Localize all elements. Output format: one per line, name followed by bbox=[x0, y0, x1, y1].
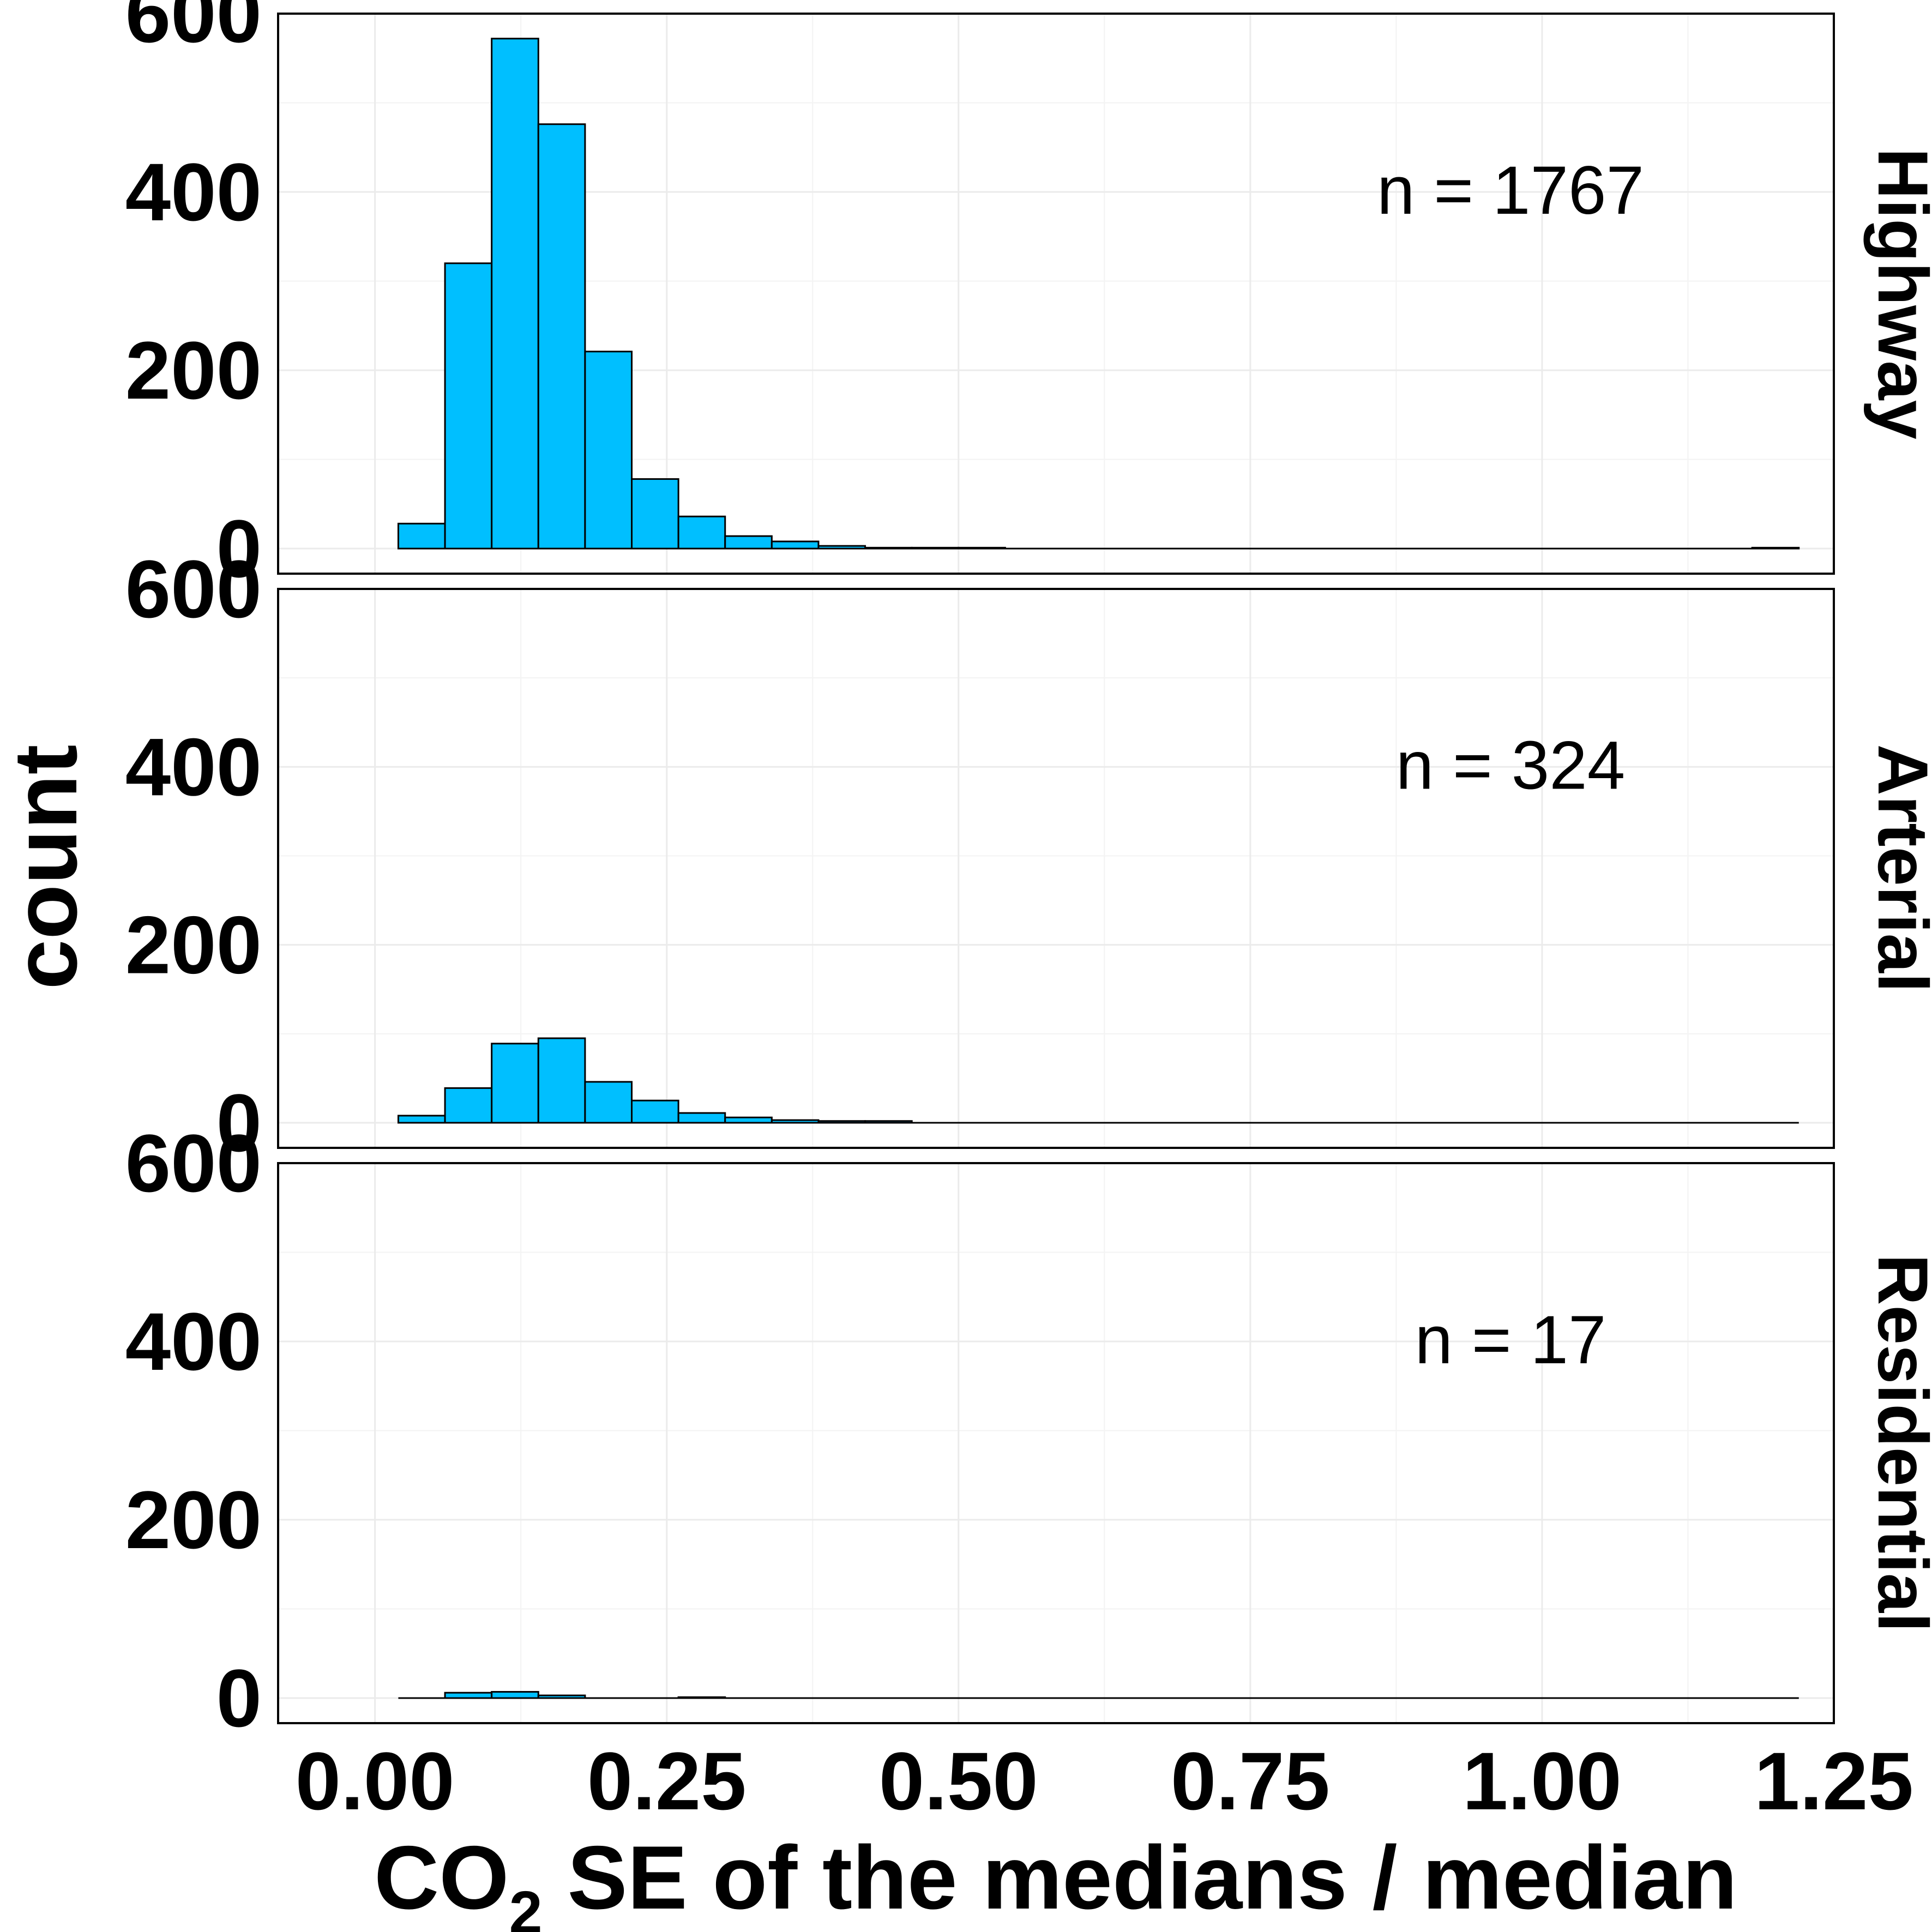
histogram-bar bbox=[444, 1087, 493, 1124]
facet-strip-label: Arterial bbox=[1863, 744, 1932, 992]
y-tick-label: 200 bbox=[125, 1474, 262, 1566]
y-axis-title: count bbox=[0, 744, 95, 989]
histogram-bar bbox=[771, 540, 820, 550]
y-tick-label: 0 bbox=[216, 1652, 262, 1744]
x-tick-label: 0.50 bbox=[879, 1735, 1038, 1827]
x-axis-title: CO2 SE of the medians / median bbox=[374, 1827, 1737, 1932]
histogram-bar bbox=[584, 351, 633, 550]
x-tick-label: 0.25 bbox=[587, 1735, 747, 1827]
x-tick-label: 0.00 bbox=[296, 1735, 455, 1827]
histogram-bar bbox=[491, 38, 539, 550]
histogram-bar bbox=[397, 522, 446, 550]
histogram-bar bbox=[631, 1099, 679, 1124]
histogram-bar bbox=[631, 478, 679, 550]
panel-border bbox=[277, 1162, 1835, 1724]
histogram-bar bbox=[584, 1081, 633, 1124]
histogram-bar bbox=[491, 1691, 539, 1699]
histogram-bar bbox=[491, 1043, 539, 1124]
n-annotation: n = 324 bbox=[1396, 727, 1626, 803]
facet-strip-label: Highway bbox=[1863, 148, 1932, 440]
histogram-bar bbox=[724, 535, 773, 550]
y-tick-label: 600 bbox=[125, 543, 262, 635]
n-annotation: n = 17 bbox=[1415, 1302, 1606, 1378]
y-tick-label: 0 bbox=[216, 1077, 262, 1169]
histogram-bar bbox=[537, 123, 586, 550]
histogram-bar bbox=[537, 1037, 586, 1124]
n-annotation: n = 1767 bbox=[1377, 153, 1644, 228]
x-axis-title-rest: SE of the medians / median bbox=[543, 1827, 1737, 1928]
x-tick-label: 1.00 bbox=[1462, 1735, 1622, 1827]
panel-background-residential bbox=[278, 1163, 1834, 1723]
y-tick-label: 600 bbox=[125, 1117, 262, 1209]
y-tick-label: 200 bbox=[125, 899, 262, 991]
panel-border bbox=[277, 588, 1835, 1149]
y-tick-label: 0 bbox=[216, 503, 262, 594]
x-axis-title-subscript: 2 bbox=[509, 1879, 542, 1932]
y-tick-label: 400 bbox=[125, 1296, 262, 1387]
panel-border bbox=[277, 13, 1835, 575]
y-tick-label: 400 bbox=[125, 721, 262, 812]
facet-strip-label: Residential bbox=[1863, 1254, 1932, 1633]
x-axis-title-main: CO bbox=[374, 1827, 509, 1928]
y-tick-label: 600 bbox=[125, 0, 262, 59]
y-tick-label: 200 bbox=[125, 324, 262, 416]
histogram-bar bbox=[677, 1112, 726, 1124]
histogram-bar bbox=[677, 515, 726, 550]
y-tick-label: 400 bbox=[125, 146, 262, 238]
x-tick-label: 0.75 bbox=[1171, 1735, 1330, 1827]
histogram-bar bbox=[397, 1115, 446, 1124]
x-tick-label: 1.25 bbox=[1754, 1735, 1913, 1827]
histogram-bar bbox=[444, 262, 493, 550]
